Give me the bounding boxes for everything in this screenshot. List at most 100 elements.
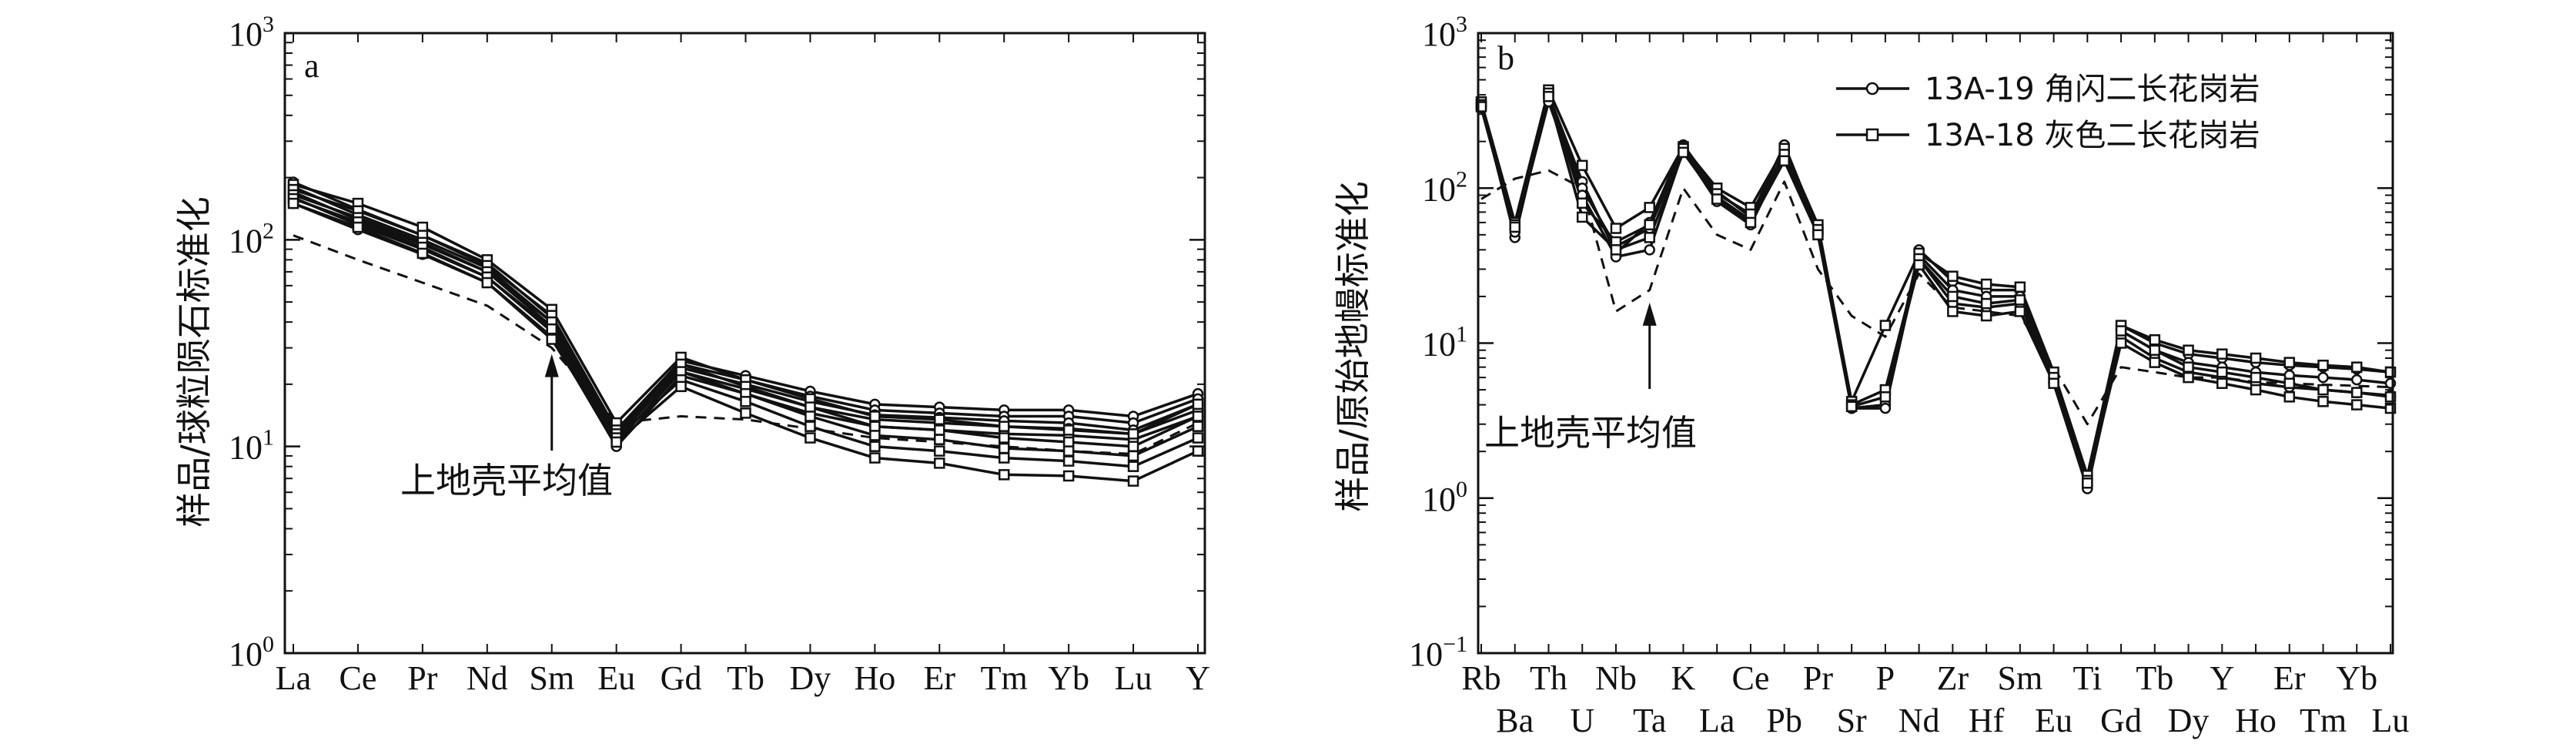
x-tick-label: U bbox=[1570, 702, 1594, 739]
data-point-square bbox=[2014, 281, 2026, 293]
data-point-square bbox=[287, 197, 299, 209]
x-tick-label: Rb bbox=[1461, 659, 1500, 697]
series-line-13A-18 bbox=[1480, 92, 2391, 482]
data-point-circle bbox=[1879, 402, 1892, 414]
data-point-square bbox=[2351, 361, 2363, 373]
x-tick-label: Gd bbox=[2100, 702, 2142, 739]
y-axis-title-b: 样品/原始地幔标准化 bbox=[1332, 181, 1373, 512]
data-point-square bbox=[1678, 146, 1689, 159]
data-point-square bbox=[934, 434, 945, 445]
data-point-square bbox=[2082, 477, 2093, 489]
x-tick-label: La bbox=[1699, 702, 1735, 739]
data-point-square bbox=[2216, 348, 2228, 360]
x-tick-label: Sr bbox=[1837, 702, 1867, 739]
series-line-13A-18 bbox=[1480, 95, 2391, 484]
data-point-square bbox=[2149, 344, 2161, 356]
data-point-square bbox=[1062, 445, 1075, 457]
data-point-square bbox=[805, 401, 816, 413]
x-tick-label: Ho bbox=[2235, 702, 2277, 739]
x-tick-label: Tb bbox=[2136, 659, 2173, 697]
data-point-square bbox=[2317, 384, 2329, 396]
data-point-square bbox=[2283, 357, 2296, 368]
data-point-square bbox=[805, 432, 816, 444]
y-tick-label: 10−1 bbox=[1409, 632, 1467, 673]
data-point-square bbox=[1644, 202, 1655, 213]
data-point-square bbox=[546, 333, 557, 345]
data-point-square bbox=[1610, 244, 1622, 256]
data-point-square bbox=[869, 421, 881, 432]
data-point-square bbox=[2317, 359, 2329, 371]
x-tick-label: Pr bbox=[407, 659, 437, 697]
data-point-circle bbox=[2351, 374, 2363, 386]
data-point-square bbox=[998, 432, 1010, 444]
x-tick-label: Th bbox=[1530, 659, 1567, 697]
y-tick-label: 100 bbox=[1422, 477, 1467, 518]
x-tick-label: Ho bbox=[854, 659, 895, 697]
y-tick-labels-a: 100 101 102 103 bbox=[229, 12, 274, 673]
legend-b: 13A-19 角闪二长花岗岩 13A-18 灰色二长花岗岩 bbox=[1836, 72, 2260, 153]
data-point-square bbox=[352, 221, 364, 233]
panel-label-a: a bbox=[304, 47, 319, 85]
legend-label-13A-19: 13A-19 角闪二长花岗岩 bbox=[1925, 72, 2260, 107]
data-point-square bbox=[1913, 259, 1925, 271]
data-point-circle bbox=[2317, 371, 2329, 384]
data-point-square bbox=[2351, 387, 2363, 398]
data-point-square bbox=[740, 396, 751, 407]
data-point-square bbox=[2216, 366, 2228, 378]
series-markers-b bbox=[1475, 84, 2397, 494]
data-point-square bbox=[1062, 455, 1075, 467]
data-point-square bbox=[675, 380, 687, 393]
series-line-13A-19 bbox=[1480, 96, 2391, 488]
data-point-square bbox=[2183, 344, 2194, 356]
annotation-a: 上地壳平均值 bbox=[400, 354, 613, 501]
data-point-square bbox=[1127, 461, 1139, 472]
data-point-square bbox=[1845, 400, 1858, 413]
data-point-square bbox=[740, 407, 751, 419]
x-tick-label: Ce bbox=[1731, 659, 1769, 697]
plot-frame-b bbox=[1477, 32, 2394, 655]
y-tick-label: 103 bbox=[1422, 12, 1467, 53]
data-point-square bbox=[2250, 371, 2262, 384]
data-point-circle bbox=[1644, 244, 1655, 256]
data-point-square bbox=[1576, 159, 1588, 172]
x-tick-label: Eu bbox=[597, 659, 635, 697]
series-line-upper-crust bbox=[293, 234, 1199, 455]
x-tick-label: Tm bbox=[981, 659, 1028, 697]
data-point-square bbox=[805, 411, 816, 422]
data-point-square bbox=[2283, 377, 2296, 390]
data-point-square bbox=[1062, 424, 1075, 436]
y-tick-label: 103 bbox=[229, 12, 274, 53]
x-tick-label: Nb bbox=[1595, 659, 1637, 697]
series-line-13A-18 bbox=[1480, 89, 2391, 478]
data-point-square bbox=[998, 442, 1010, 454]
x-tick-label: Hf bbox=[1969, 702, 2005, 739]
data-point-square bbox=[1644, 232, 1655, 243]
data-point-square bbox=[2048, 377, 2059, 390]
data-point-square bbox=[1192, 432, 1204, 444]
data-point-square bbox=[2115, 337, 2127, 349]
x-tick-label: Lu bbox=[2372, 702, 2410, 739]
annotation-arrow-head bbox=[1642, 302, 1657, 326]
x-tick-label: Zr bbox=[1937, 659, 1969, 697]
data-point-square bbox=[1947, 270, 1959, 282]
data-point-square bbox=[1576, 197, 1588, 209]
annotation-b: 上地壳平均值 bbox=[1484, 302, 1697, 454]
x-tick-label: Lu bbox=[1115, 659, 1153, 697]
data-point-square bbox=[1576, 211, 1588, 223]
x-tick-label: Ti bbox=[2073, 659, 2103, 697]
data-point-square bbox=[1610, 223, 1622, 234]
x-tick-label: Eu bbox=[2035, 702, 2073, 739]
x-tick-label: Nd bbox=[467, 659, 508, 697]
data-point-square bbox=[1947, 306, 1959, 317]
data-point-square bbox=[1062, 436, 1075, 448]
series-lines-b bbox=[1480, 89, 2391, 491]
data-point-square bbox=[2317, 396, 2329, 407]
x-tick-label: Nd bbox=[1899, 702, 1940, 739]
annotation-text-b: 上地壳平均值 bbox=[1484, 412, 1697, 454]
data-point-square bbox=[481, 276, 493, 289]
x-tick-label: Y bbox=[1186, 659, 1210, 697]
data-point-square bbox=[1127, 428, 1139, 440]
plot-frame-a bbox=[283, 32, 1206, 655]
